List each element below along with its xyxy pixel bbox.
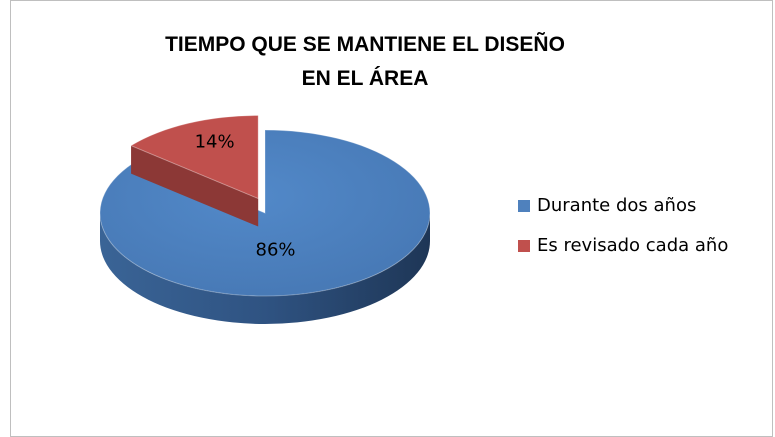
slice-cut-face (131, 145, 259, 227)
legend-label: Durante dos años (537, 195, 696, 216)
legend-swatch (518, 240, 530, 252)
data-label: 86% (256, 240, 296, 261)
legend-swatch (518, 200, 530, 212)
slice-side (100, 213, 430, 324)
legend-label: Es revisado cada año (537, 235, 728, 256)
pie-slice (99, 129, 431, 297)
data-label: 14% (195, 132, 235, 153)
pie-slice (129, 115, 259, 200)
chart-title: TIEMPO QUE SE MANTIENE EL DISEÑO EN EL Á… (165, 33, 565, 90)
